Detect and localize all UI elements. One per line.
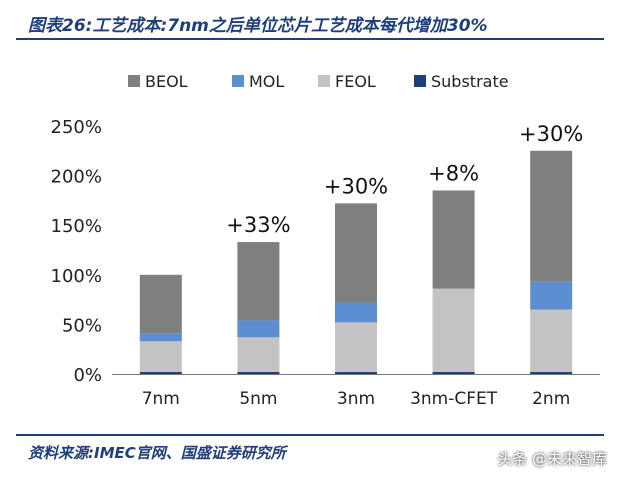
bar-segment-substrate	[530, 372, 573, 374]
bar-segment-substrate	[139, 372, 182, 374]
chart-footer: 资料来源:IMEC官网、国盛证券研究所	[16, 434, 604, 462]
x-tick-label: 3nm-CFET	[410, 389, 498, 409]
growth-annotation: +30%	[519, 122, 583, 146]
chart-header: 图表26:工艺成本:7nm之后单位芯片工艺成本每代增加30%	[16, 8, 604, 40]
legend-label-mol: MOL	[249, 72, 284, 91]
y-tick-label: 200%	[51, 167, 102, 188]
y-tick-label: 100%	[51, 266, 102, 287]
bar-segment-beol	[139, 274, 182, 334]
bar-segment-beol	[432, 190, 475, 289]
bar-segment-feol	[237, 337, 280, 373]
legend-label-beol: BEOL	[145, 72, 188, 91]
legend-label-feol: FEOL	[335, 72, 376, 91]
y-tick-label: 150%	[51, 216, 102, 237]
y-tick-label: 50%	[62, 315, 102, 336]
legend-swatch-feol	[318, 75, 330, 87]
bar-segment-feol	[335, 322, 377, 373]
legend-swatch-mol	[232, 75, 244, 87]
bar-segment-substrate	[237, 372, 280, 374]
bar-segment-feol	[432, 288, 475, 373]
y-tick-label: 0%	[73, 365, 102, 386]
bar-segment-mol	[335, 302, 377, 323]
bar-segment-substrate	[335, 372, 377, 374]
stacked-bar-chart: 0% 50% 100% 150% 200% 250% 7nm 5nm +33% 3nm +30% 3n…	[51, 72, 600, 409]
bar-segment-mol	[237, 320, 280, 338]
bar-segment-substrate	[432, 372, 475, 374]
bar-segment-mol	[530, 281, 573, 310]
bar-segment-beol	[237, 242, 280, 321]
watermark: 头条 @未来智库	[497, 450, 607, 468]
x-tick-label: 2nm	[532, 389, 570, 409]
x-tick-label: 3nm	[337, 389, 375, 409]
x-tick-label: 5nm	[239, 389, 277, 409]
bar-segment-mol	[139, 333, 182, 342]
legend-swatch-beol	[128, 75, 140, 87]
bar-segment-beol	[530, 150, 573, 282]
bar-segment-beol	[335, 203, 377, 303]
legend-label-substrate: Substrate	[431, 72, 509, 91]
chart-title: 图表26:工艺成本:7nm之后单位芯片工艺成本每代增加30%	[28, 16, 488, 36]
x-tick-label: 7nm	[142, 389, 180, 409]
growth-annotation: +30%	[324, 174, 388, 198]
growth-annotation: +8%	[428, 161, 479, 185]
growth-annotation: +33%	[226, 213, 290, 237]
bar-segment-feol	[530, 309, 573, 373]
bar-segment-feol	[139, 341, 182, 373]
y-tick-label: 250%	[51, 117, 102, 138]
source-note: 资料来源:IMEC官网、国盛证券研究所	[28, 444, 286, 462]
legend-swatch-substrate	[414, 75, 426, 87]
